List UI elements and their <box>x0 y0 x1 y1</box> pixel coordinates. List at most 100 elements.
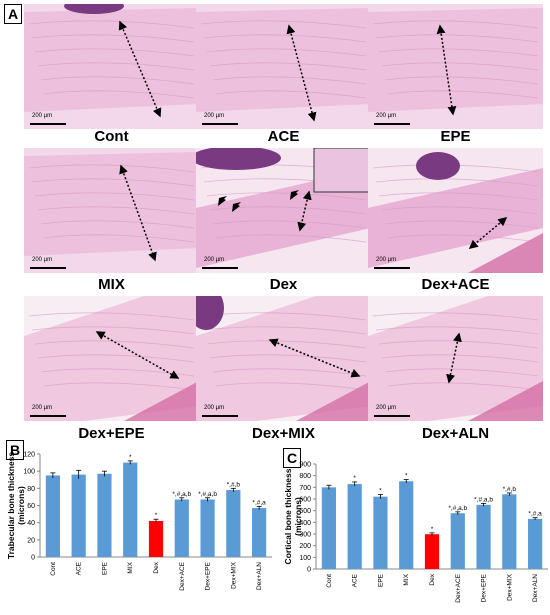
thickness-arrow <box>119 164 157 262</box>
x-tick-label: Dex+EPE <box>481 573 488 602</box>
histology-image: 200 µm <box>368 296 543 421</box>
bar <box>252 508 267 557</box>
y-tick-label: 900 <box>299 462 311 469</box>
significance-label: * <box>353 475 356 482</box>
y-axis-label: (microns) <box>293 497 303 536</box>
scale-bar-label: 200 µm <box>32 257 53 263</box>
x-tick-label: EPE <box>377 573 384 587</box>
bar <box>321 487 336 569</box>
bar <box>528 518 543 569</box>
thickness-arrow <box>436 24 457 116</box>
y-tick-label: 300 <box>299 532 311 539</box>
bar <box>174 499 189 557</box>
chart-trabecular: 0 20 40 60 80 100 120 Trabecular bone thickness… <box>0 440 275 610</box>
bar <box>97 473 112 557</box>
x-tick-label: Cont <box>326 574 333 588</box>
thickness-arrow <box>118 20 162 118</box>
y-tick-label: 700 <box>299 485 311 492</box>
significance-label: *,#,a,b <box>474 496 493 503</box>
bar <box>450 513 465 569</box>
histology-caption: Dex+EPE <box>78 425 145 442</box>
y-tick-label: 800 <box>299 473 311 480</box>
y-tick-label: 400 <box>299 520 311 527</box>
y-axis-label: Trabecular bone thickness <box>6 452 16 560</box>
bar <box>123 462 138 557</box>
histology-image: 200 µm <box>24 4 199 129</box>
histology-caption: Dex <box>269 276 298 293</box>
bar <box>399 481 414 569</box>
y-tick-label: 600 <box>299 497 311 504</box>
x-tick-label: Dex+ALN <box>256 562 263 590</box>
x-tick-label: Dex <box>153 561 160 573</box>
scale-bar: 200 µm <box>30 113 66 125</box>
scale-bar: 200 µm <box>30 405 66 417</box>
histology-image: 200 µm <box>196 296 371 421</box>
x-tick-label: ACE <box>76 561 83 575</box>
bar <box>226 490 241 557</box>
x-tick-label: Dex+EPE <box>205 561 212 590</box>
bar <box>476 504 491 569</box>
y-tick-label: 120 <box>23 452 35 459</box>
histology-caption: EPE <box>440 128 471 145</box>
significance-label: *,#,b <box>227 481 241 488</box>
histology-image: 200 µm <box>24 296 199 421</box>
histology-caption: ACE <box>267 128 300 145</box>
histology-image: 200 µm <box>368 4 543 129</box>
y-tick-label: 500 <box>299 508 311 515</box>
thickness-arrow <box>446 332 462 384</box>
histology-image: 200 µm <box>196 148 371 273</box>
x-tick-label: Dex+MIX <box>230 561 237 589</box>
scale-bar: 200 µm <box>202 405 238 417</box>
x-tick-label: EPE <box>101 561 108 575</box>
histology-image: 200 µm <box>24 148 199 273</box>
y-tick-label: 100 <box>23 469 35 476</box>
y-tick-label: 0 <box>31 555 35 562</box>
thickness-arrow <box>95 331 180 379</box>
scale-bar-label: 200 µm <box>32 405 53 411</box>
scale-bar-label: 200 µm <box>204 257 225 263</box>
thickness-arrow <box>268 338 361 378</box>
scale-bar: 200 µm <box>374 405 410 417</box>
bar <box>502 494 517 569</box>
histology-caption: Dex+MIX <box>252 425 315 442</box>
scale-bar-label: 200 µm <box>32 113 53 119</box>
scale-bar-label: 200 µm <box>204 113 225 119</box>
bar <box>373 496 388 569</box>
y-tick-label: 80 <box>27 486 35 493</box>
significance-label: * <box>155 512 158 519</box>
significance-label: *,#,a,b <box>172 491 191 498</box>
scale-bar-label: 200 µm <box>376 113 397 119</box>
thickness-arrow <box>297 190 312 232</box>
histology-caption: MIX <box>98 276 125 293</box>
significance-label: *,#,a,b <box>198 491 217 498</box>
x-tick-label: Dex+ACE <box>455 573 462 602</box>
histology-image: 200 µm <box>196 4 371 129</box>
y-tick-label: 0 <box>307 567 311 574</box>
histology-image: 200 µm <box>368 148 543 273</box>
histology-caption: Cont <box>94 128 129 145</box>
histology-caption: Dex+ALN <box>421 425 490 442</box>
thickness-arrow <box>286 24 317 122</box>
significance-label: *,#,a,b <box>448 505 467 512</box>
significance-label: * <box>405 473 408 480</box>
y-tick-label: 100 <box>299 555 311 562</box>
bar <box>71 474 86 557</box>
x-tick-label: Dex+ALN <box>532 574 539 602</box>
x-tick-label: MIX <box>403 573 410 585</box>
bar <box>200 499 215 557</box>
x-tick-label: Dex+ACE <box>179 561 186 590</box>
x-tick-label: Dex+MIX <box>506 573 513 601</box>
scale-bar: 200 µm <box>202 113 238 125</box>
significance-label: *,#,a <box>528 511 542 518</box>
significance-label: *,#,a <box>252 499 266 506</box>
scale-bar: 200 µm <box>374 257 410 269</box>
histology-caption: Dex+ACE <box>421 276 490 293</box>
y-tick-label: 200 <box>299 543 311 550</box>
bar <box>424 534 440 569</box>
x-tick-label: MIX <box>127 561 134 573</box>
x-tick-label: ACE <box>352 573 359 587</box>
x-tick-label: Dex <box>429 573 436 585</box>
scale-bar-label: 200 µm <box>204 405 225 411</box>
significance-label: *,#,b <box>503 486 517 493</box>
panel-label-c: C <box>283 448 301 468</box>
